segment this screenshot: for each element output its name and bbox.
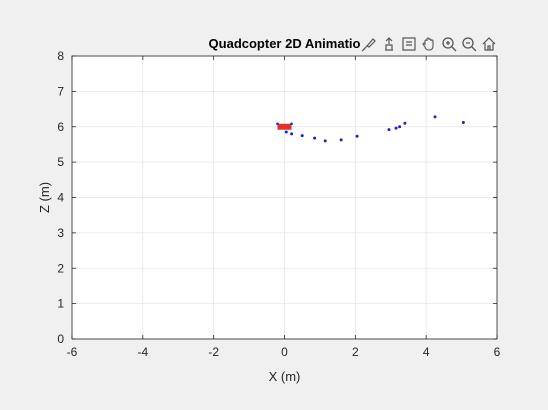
trajectory-point xyxy=(403,121,407,125)
export-icon xyxy=(384,37,393,51)
x-tick-label: -4 xyxy=(137,345,148,359)
x-tick-label: -2 xyxy=(208,345,219,359)
pan-button[interactable] xyxy=(419,35,438,54)
trajectory-point xyxy=(290,132,294,136)
trajectory-point xyxy=(355,134,359,138)
trajectory-point xyxy=(433,115,437,119)
y-tick-label: 3 xyxy=(57,226,64,240)
x-tick-label: 0 xyxy=(281,345,288,359)
quadcopter-marker xyxy=(276,122,293,130)
zoom-in-icon xyxy=(441,37,456,52)
ticks: -6 -4 -2 0 2 4 6 0 1 2 3 4 5 6 7 8 xyxy=(57,49,500,359)
export-button[interactable] xyxy=(379,35,398,54)
trajectory-point xyxy=(398,125,402,129)
chart-title: Quadcopter 2D Animatio xyxy=(209,36,361,51)
y-axis-label: Z (m) xyxy=(37,182,52,213)
axes-toolbar xyxy=(359,34,498,54)
y-tick-label: 2 xyxy=(57,261,64,275)
pan-icon xyxy=(421,37,434,51)
trajectory-series xyxy=(283,115,465,143)
x-tick-label: 4 xyxy=(423,345,430,359)
data-tips-icon xyxy=(401,37,416,51)
trajectory-point xyxy=(323,139,327,143)
y-tick-label: 1 xyxy=(57,297,64,311)
y-tick-label: 7 xyxy=(57,84,64,98)
trajectory-point xyxy=(284,130,288,134)
trajectory-point xyxy=(461,121,465,125)
zoom-out-button[interactable] xyxy=(459,35,478,54)
zoom-in-button[interactable] xyxy=(439,35,458,54)
brush-icon xyxy=(361,38,376,52)
data-tips-button[interactable] xyxy=(399,35,418,54)
x-tick-label: 2 xyxy=(352,345,359,359)
y-tick-label: 5 xyxy=(57,155,64,169)
x-tick-label: -6 xyxy=(67,345,78,359)
y-tick-label: 4 xyxy=(57,191,64,205)
x-tick-label: 6 xyxy=(494,345,501,359)
y-tick-label: 8 xyxy=(57,49,64,63)
trajectory-point xyxy=(339,138,343,142)
quadcopter-rotor-right xyxy=(290,122,293,126)
quadcopter-rotor-left xyxy=(276,122,279,126)
quadcopter-body xyxy=(277,123,292,130)
trajectory-point xyxy=(387,128,391,132)
y-tick-label: 0 xyxy=(57,332,64,346)
y-tick-label: 6 xyxy=(57,120,64,134)
trajectory-point xyxy=(313,136,317,140)
x-axis-label: X (m) xyxy=(269,369,301,384)
home-button[interactable] xyxy=(479,35,498,54)
zoom-out-icon xyxy=(461,37,476,52)
brush-button[interactable] xyxy=(359,35,378,54)
home-icon xyxy=(482,37,495,51)
trajectory-point xyxy=(300,134,304,138)
trajectory-point xyxy=(394,126,398,130)
